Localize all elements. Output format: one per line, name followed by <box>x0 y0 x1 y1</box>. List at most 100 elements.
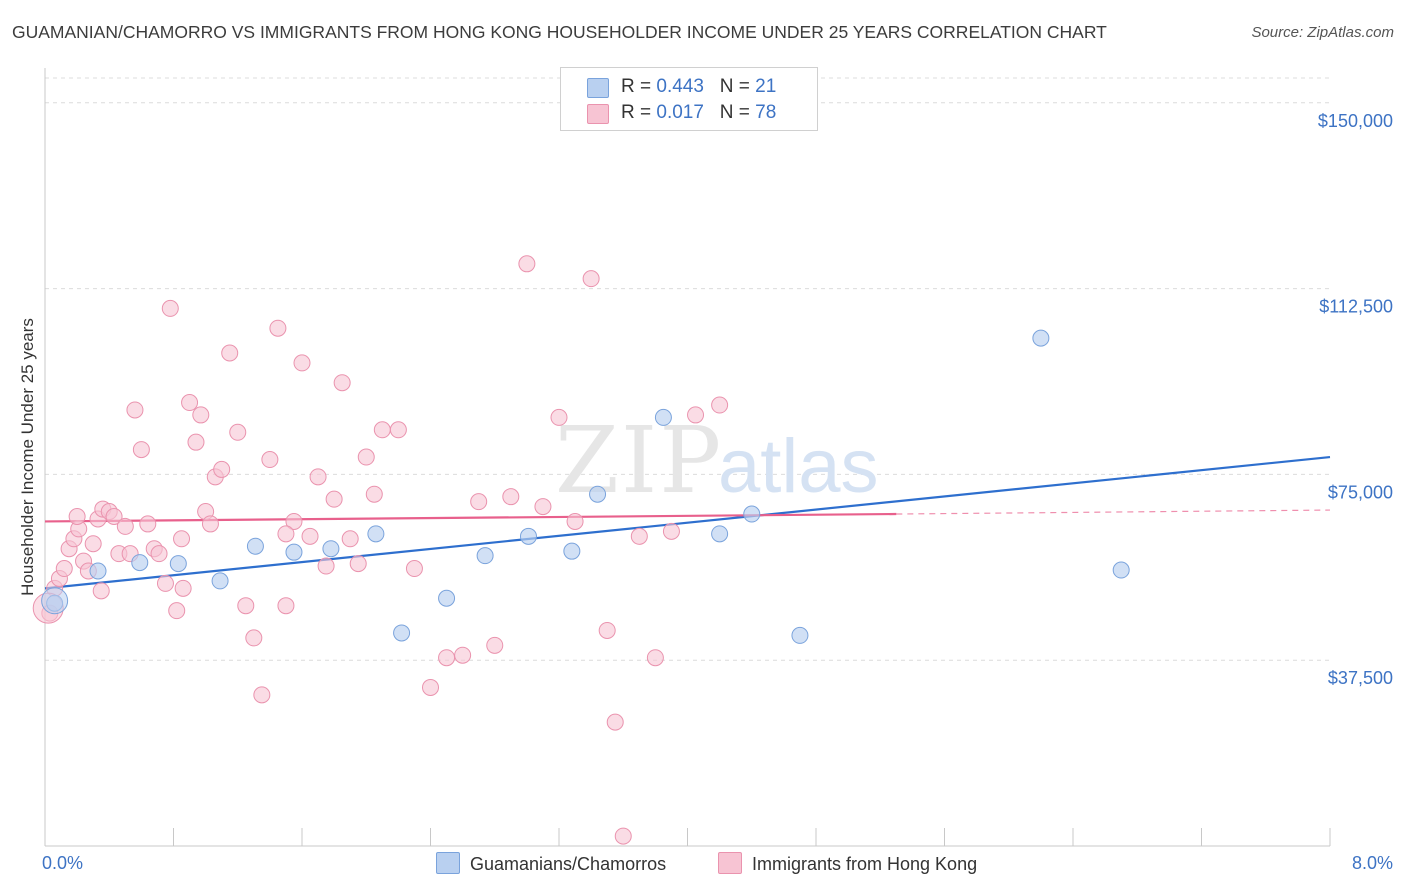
hongkong-point <box>518 255 536 273</box>
hongkong-point <box>201 515 219 533</box>
correlation-legend: R = 0.443 N = 21 R = 0.017 N = 78 <box>560 67 818 131</box>
guamanian-point <box>476 547 494 565</box>
hongkong-point <box>341 530 359 548</box>
hongkong-point <box>582 270 600 288</box>
hongkong-point <box>333 374 351 392</box>
y-tick-label: $112,500 <box>1319 297 1393 317</box>
hongkong-point <box>229 423 247 441</box>
hongkong-point <box>349 555 367 573</box>
bottom-legend-label: Immigrants from Hong Kong <box>752 854 978 874</box>
guamanian-point <box>211 572 229 590</box>
legend-n-value: 21 <box>755 76 777 97</box>
y-tick-label: $37,500 <box>1328 668 1393 688</box>
tick-label-layer: $37,500 $75,000 $112,500 $150,000 0.0% 8.0% <box>42 111 1393 873</box>
hongkong-point <box>84 535 102 553</box>
bottom-legend-label: Guamanians/Chamorros <box>470 854 667 874</box>
hongkong-point <box>150 545 168 563</box>
hongkong-point <box>454 646 472 664</box>
bottom-legend-hongkong: Immigrants from Hong Kong <box>718 852 977 875</box>
hongkong-point <box>139 515 157 533</box>
grid-layer <box>45 77 1330 661</box>
hongkong-point <box>221 344 239 362</box>
hongkong-point <box>269 319 287 337</box>
hongkong-point <box>277 597 295 615</box>
guamanian-point <box>438 589 456 607</box>
hongkong-point <box>293 354 311 372</box>
legend-r-label: R = <box>621 102 657 123</box>
hongkong-point <box>325 490 343 508</box>
hongkong-point <box>357 448 375 466</box>
guamanian-point <box>711 525 729 543</box>
hongkong-point <box>55 560 73 578</box>
hongkong-point <box>309 468 327 486</box>
hongkong-point <box>389 421 407 439</box>
hongkong-point <box>438 649 456 667</box>
guamanian-point <box>1112 561 1130 579</box>
points-layer <box>32 255 1130 845</box>
x-tick-label: 8.0% <box>1352 853 1393 873</box>
hongkong-trendline <box>44 512 897 523</box>
hongkong-point <box>598 621 616 639</box>
hongkong-point <box>192 406 210 424</box>
guamanian-point <box>1032 329 1050 347</box>
hongkong-point <box>105 508 123 526</box>
guamanian-point <box>563 542 581 560</box>
hongkong-point <box>181 394 199 412</box>
guamanian-point <box>246 537 264 555</box>
hongkong-point <box>253 686 271 704</box>
hongkong-point <box>126 401 144 419</box>
hongkong-point <box>116 517 134 535</box>
hongkong-point <box>550 408 568 426</box>
hongkong-point <box>606 713 624 731</box>
guamanian-point <box>654 408 672 426</box>
hongkong-point <box>245 629 263 647</box>
axis-layer <box>44 68 1331 847</box>
hongkong-point <box>566 512 584 530</box>
hongkong-point <box>285 512 303 530</box>
hongkong-point <box>422 678 439 696</box>
hongkong-point <box>614 827 632 845</box>
hongkong-point <box>502 488 520 506</box>
bottom-legend-swatch-blue <box>436 852 460 874</box>
legend-swatch-blue <box>587 78 609 98</box>
watermark-zip: ZIP <box>555 407 723 514</box>
guamanian-point <box>743 505 761 523</box>
legend-swatch-pink <box>587 104 609 124</box>
hongkong-point <box>156 574 174 592</box>
hongkong-point <box>470 493 488 511</box>
hongkong-point <box>486 636 504 654</box>
hongkong-trendline-extension <box>896 509 1331 515</box>
source-label: Source: ZipAtlas.com <box>1251 24 1394 41</box>
guamanian-point <box>89 562 107 580</box>
guamanian-point <box>169 555 187 573</box>
guamanian-point <box>285 543 303 561</box>
legend-n-value: 78 <box>755 102 777 123</box>
bottom-legend-swatch-pink <box>718 852 742 874</box>
hongkong-point <box>168 602 186 620</box>
hongkong-point <box>261 451 279 469</box>
hongkong-point <box>174 579 192 597</box>
watermark-atlas: atlas <box>718 424 879 509</box>
guamanian-trendline <box>44 455 1331 590</box>
hongkong-point <box>173 530 191 548</box>
x-tick-label: 0.0% <box>42 853 83 873</box>
guamanian-point <box>589 485 607 503</box>
chart-title: GUAMANIAN/CHAMORRO VS IMMIGRANTS FROM HO… <box>12 22 1107 42</box>
y-tick-label: $75,000 <box>1328 482 1393 502</box>
hongkong-point <box>277 525 295 543</box>
guamanian-point <box>131 554 149 572</box>
guamanian-point-cluster <box>41 587 69 615</box>
hongkong-point <box>301 527 319 545</box>
hongkong-point <box>161 299 179 317</box>
hongkong-point <box>68 508 86 526</box>
legend-r-value: 0.017 <box>656 102 704 123</box>
watermark: ZIP atlas <box>555 407 879 514</box>
hongkong-point <box>132 441 150 459</box>
legend-n-label: N = <box>719 76 756 97</box>
hongkong-point <box>213 460 231 478</box>
legend-r-label: R = <box>621 76 657 97</box>
hongkong-point <box>317 557 335 575</box>
hongkong-point <box>92 582 110 600</box>
legend-r-value: 0.443 <box>656 76 704 97</box>
